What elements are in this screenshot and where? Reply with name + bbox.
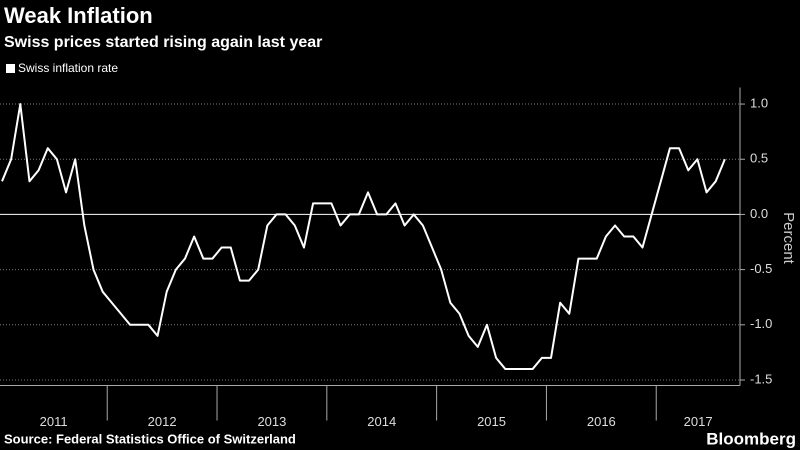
chart-subtitle: Swiss prices started rising again last y… [4, 34, 322, 51]
x-tick-label: 2015 [477, 414, 506, 429]
legend-label: Swiss inflation rate [18, 61, 118, 75]
y-tick-label: -0.5 [750, 261, 772, 276]
y-tick-label: 0.5 [750, 151, 768, 166]
x-tick-label: 2013 [257, 414, 286, 429]
y-tick-label: -1.0 [750, 316, 772, 331]
x-tick-label: 2011 [40, 414, 68, 429]
x-tick-label: 2016 [587, 414, 616, 429]
x-tick-label: 2014 [367, 414, 396, 429]
x-tick-label: 2017 [684, 414, 713, 429]
legend-swatch [6, 64, 15, 73]
chart-title: Weak Inflation [4, 3, 153, 28]
x-tick-label: 2012 [148, 414, 177, 429]
brand: Bloomberg [706, 429, 796, 448]
y-axis-label: Percent [780, 212, 797, 265]
y-tick-label: 1.0 [750, 95, 768, 110]
y-tick-label: -1.5 [750, 371, 772, 386]
source: Source: Federal Statistics Office of Swi… [4, 431, 296, 446]
y-tick-label: 0.0 [750, 206, 768, 221]
line-series [1, 103, 726, 370]
